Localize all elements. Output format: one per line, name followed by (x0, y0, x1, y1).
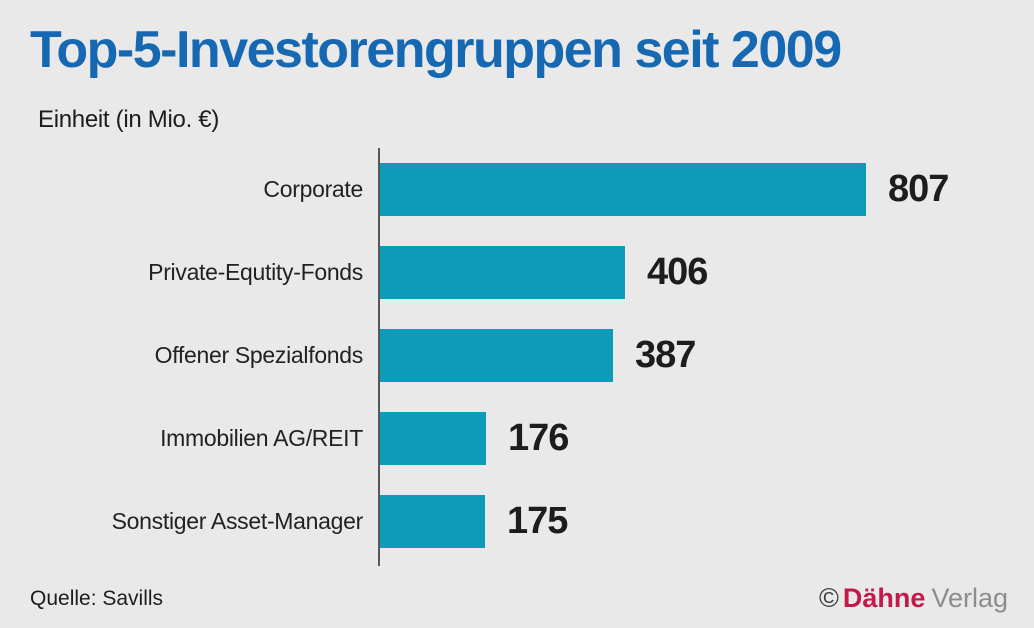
category-label: Immobilien AG/REIT (160, 425, 363, 451)
unit-label: Einheit (in Mio. €) (38, 106, 220, 133)
value-label: 807 (888, 168, 949, 210)
value-label: 406 (647, 251, 708, 293)
bar-chart: Corporate 807 Private-Equtity-Fonds 406 … (0, 148, 1034, 566)
bar-row: Immobilien AG/REIT 176 (0, 397, 1034, 480)
publisher-logo: © Dähne Verlag (819, 583, 1008, 614)
value-label: 387 (635, 334, 696, 376)
bar-private-equtity-fonds (380, 246, 625, 299)
copyright-icon: © (819, 583, 839, 613)
bar-sonstiger-asset-manager (380, 495, 485, 548)
bar-row: Offener Spezialfonds 387 (0, 314, 1034, 397)
bar-immobilien-ag-reit (380, 412, 486, 465)
source-label: Quelle: Savills (30, 587, 164, 610)
value-label: 175 (507, 500, 568, 542)
bar-row: Private-Equtity-Fonds 406 (0, 231, 1034, 314)
bar-row: Corporate 807 (0, 148, 1034, 231)
value-label: 176 (508, 417, 569, 459)
page-title: Top-5-Investorengruppen seit 2009 (30, 21, 842, 79)
publisher-name: Dähne (842, 583, 926, 613)
bar-row: Sonstiger Asset-Manager 175 (0, 480, 1034, 563)
bar-corporate (380, 163, 866, 216)
bar-offener-spezialfonds (380, 329, 613, 382)
publisher-suffix: Verlag (931, 583, 1008, 613)
category-label: Offener Spezialfonds (154, 342, 364, 368)
y-axis-line (378, 148, 380, 566)
category-label: Sonstiger Asset-Manager (111, 508, 364, 534)
category-label: Corporate (263, 176, 363, 202)
category-label: Private-Equtity-Fonds (148, 259, 363, 285)
